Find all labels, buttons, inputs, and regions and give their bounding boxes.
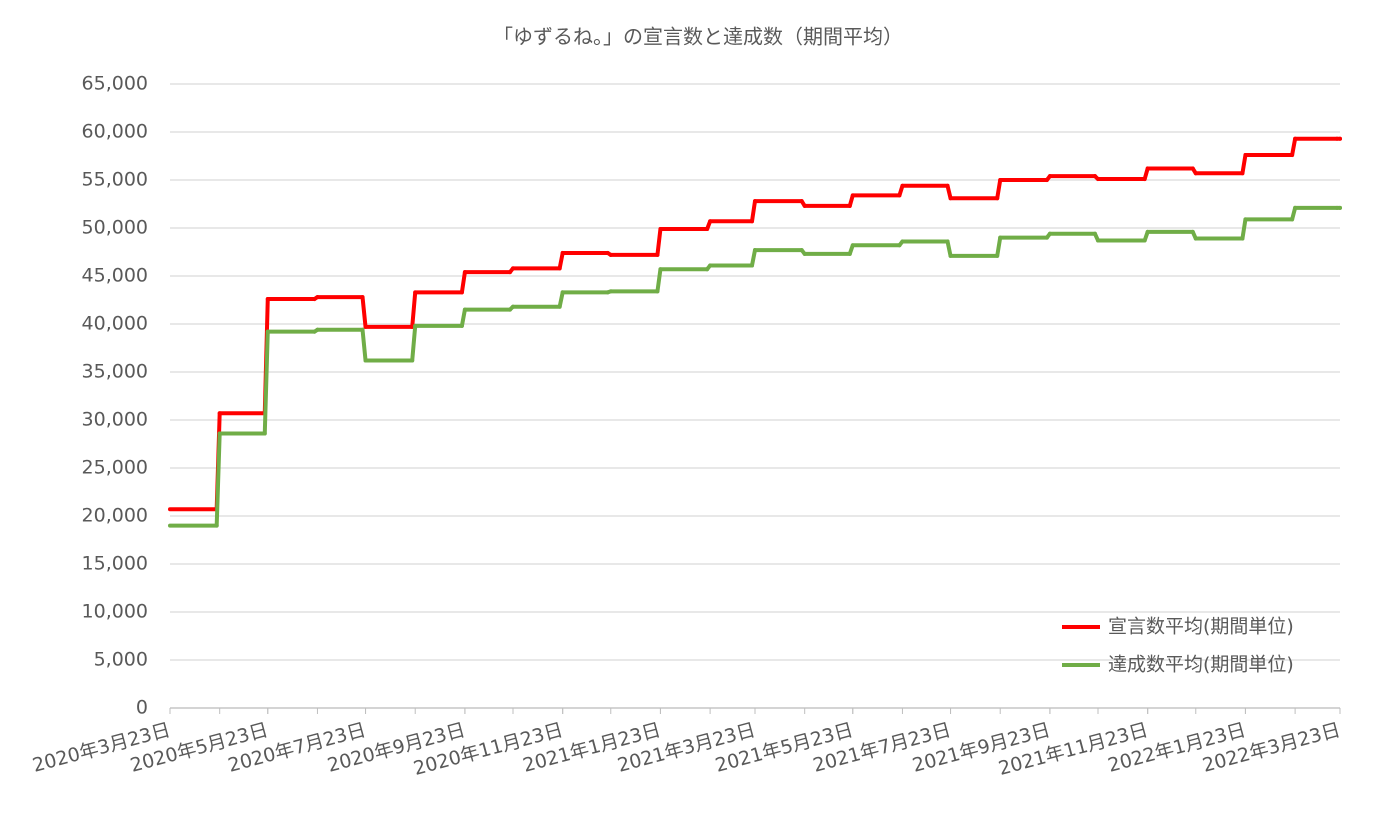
legend-label: 達成数平均(期間単位) — [1108, 654, 1294, 676]
step-connector — [655, 267, 663, 294]
chart-title: 「ゆずるね。」の宣言数と達成数（期間平均） — [493, 25, 903, 49]
y-tick-label: 40,000 — [82, 313, 148, 335]
step-connector — [557, 290, 565, 309]
step-connector — [262, 329, 270, 436]
y-tick-label: 30,000 — [82, 409, 148, 431]
step-connector — [360, 295, 368, 329]
step-connector — [1240, 153, 1248, 176]
y-tick-label: 25,000 — [82, 457, 148, 479]
step-connector — [410, 290, 418, 329]
step-connector — [945, 239, 953, 258]
y-tick-label: 0 — [136, 697, 148, 719]
step-connector — [655, 226, 663, 257]
y-tick-label: 50,000 — [82, 217, 148, 239]
legend-label: 宣言数平均(期間単位) — [1108, 616, 1294, 638]
step-connector — [557, 250, 565, 271]
y-tick-label: 20,000 — [82, 505, 148, 527]
y-tick-label: 5,000 — [94, 649, 148, 671]
step-connector — [410, 323, 418, 363]
step-connector — [945, 183, 953, 201]
step-connector — [995, 178, 1003, 201]
y-tick-label: 65,000 — [82, 73, 148, 95]
step-connector — [750, 199, 757, 224]
y-tick-label: 55,000 — [82, 169, 148, 191]
y-tick-label: 15,000 — [82, 553, 148, 575]
step-connector — [995, 235, 1003, 258]
y-tick-label: 10,000 — [82, 601, 148, 623]
step-connector — [1290, 136, 1298, 158]
y-tick-label: 35,000 — [82, 361, 148, 383]
y-tick-label: 45,000 — [82, 265, 148, 287]
step-connector — [459, 307, 467, 328]
step-connector — [214, 431, 222, 528]
y-tick-label: 60,000 — [82, 121, 148, 143]
step-connector — [1240, 217, 1248, 241]
step-connector — [360, 327, 368, 363]
step-connector — [459, 270, 467, 295]
step-connector — [750, 248, 757, 268]
